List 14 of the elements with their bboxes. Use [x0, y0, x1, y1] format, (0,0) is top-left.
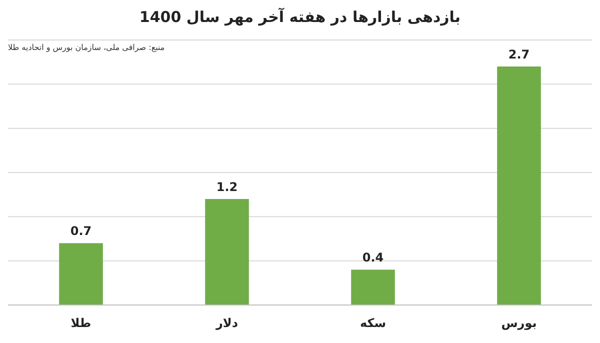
data-label: 0.4	[362, 250, 384, 265]
x-tick-label: سکه	[360, 316, 386, 330]
chart-title: بازدهی بازارها در هفته آخر مهر سال 1400	[139, 7, 461, 26]
data-label: 2.7	[508, 48, 530, 62]
x-tick-label: طلا	[70, 316, 92, 330]
bar	[205, 199, 249, 305]
bar	[59, 243, 103, 305]
annotation: منبع: صرافی ملی، سازمان بورس و اتحادیه طلا	[8, 43, 165, 52]
x-tick-label: دلار	[214, 316, 238, 330]
bar	[351, 270, 395, 305]
x-tick-label: بورس	[501, 316, 537, 330]
data-label: 1.2	[216, 180, 238, 194]
bar	[497, 66, 541, 305]
data-label: 0.7	[70, 224, 92, 238]
